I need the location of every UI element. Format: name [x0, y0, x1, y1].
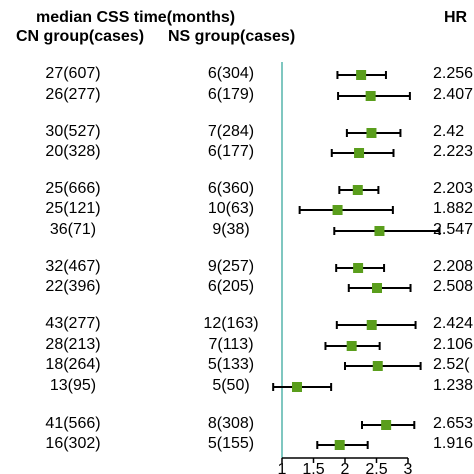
ns-cases-cell: 9(38): [212, 221, 250, 238]
hr-marker: [372, 283, 383, 293]
cn-cases-cell: 28(213): [45, 336, 101, 353]
cn-cases-cell: 16(302): [45, 435, 101, 452]
hr-value-cell: 1.916: [433, 435, 474, 452]
hr-value-cell: 2.106: [433, 336, 474, 353]
ns-cases-cell: 6(205): [207, 278, 255, 295]
hr-value-cell: 2.203: [433, 180, 474, 197]
hr-value-cell: 2.547: [433, 221, 474, 238]
cn-cases-cell: 25(121): [45, 200, 101, 217]
hr-value-cell: 2.223: [433, 143, 474, 160]
hr-marker: [366, 128, 377, 138]
hr-title: HR: [444, 9, 468, 26]
ns-cases-cell: 7(113): [208, 336, 254, 353]
ns-cases-cell: 9(257): [207, 258, 255, 275]
ns-cases-cell: 8(308): [207, 415, 255, 432]
ns-cases-cell: 6(304): [207, 65, 255, 82]
hr-value-cell: 2.508: [433, 278, 474, 295]
ns-cases-cell: 6(360): [207, 180, 255, 197]
cn-cases-cell: 41(566): [45, 415, 101, 432]
cn-cases-cell: 30(527): [45, 123, 101, 140]
hr-marker: [352, 185, 363, 195]
x-tick-label: 2.5: [365, 461, 387, 474]
cn-cases-cell: 22(396): [45, 278, 101, 295]
hr-marker: [291, 382, 302, 392]
ns-cases-cell: 6(177): [207, 143, 255, 160]
x-tick-label: 1: [278, 461, 287, 474]
cn-cases-cell: 20(328): [45, 143, 101, 160]
ns-cases-cell: 6(179): [207, 86, 255, 103]
cn-group-title: CN group(cases): [16, 28, 145, 45]
ns-group-title: NS group(cases): [168, 28, 296, 45]
cn-cases-cell: 43(277): [45, 315, 101, 332]
hr-value-cell: 2.424: [433, 315, 474, 332]
ns-cases-cell: 5(133): [207, 356, 255, 373]
cn-cases-cell: 27(607): [45, 65, 101, 82]
median-css-title: median CSS time(months): [36, 9, 236, 26]
hr-marker: [366, 320, 377, 330]
hr-value-cell: 2.256: [433, 65, 474, 82]
hr-value-cell: 2.52(: [433, 356, 470, 373]
ns-cases-cell: 7(284): [207, 123, 255, 140]
cn-cases-cell: 25(666): [45, 180, 101, 197]
hr-value-cell: 2.653: [433, 415, 474, 432]
hr-marker: [353, 263, 364, 273]
hr-marker: [332, 205, 343, 215]
hr-value-cell: 1.882: [433, 200, 474, 217]
cn-cases-cell: 13(95): [49, 377, 97, 394]
cn-cases-cell: 18(264): [45, 356, 101, 373]
x-tick-label: 2: [341, 461, 350, 474]
hr-marker: [374, 226, 385, 236]
hr-value-cell: 2.407: [433, 86, 474, 103]
hr-value-cell: 2.208: [433, 258, 474, 275]
hr-marker: [346, 341, 357, 351]
ns-cases-cell: 12(163): [203, 315, 259, 332]
hr-value-cell: 2.42: [433, 123, 465, 140]
hr-marker: [334, 440, 345, 450]
ns-cases-cell: 5(155): [207, 435, 255, 452]
hr-marker: [372, 361, 383, 371]
x-tick-label: 1.5: [302, 461, 324, 474]
cn-cases-cell: 36(71): [49, 221, 97, 238]
cn-cases-cell: 26(277): [45, 86, 101, 103]
hr-marker: [354, 148, 365, 158]
ns-cases-cell: 5(50): [212, 377, 250, 394]
cn-cases-cell: 32(467): [45, 258, 101, 275]
hr-marker: [356, 70, 367, 80]
hr-marker: [365, 91, 376, 101]
ns-cases-cell: 10(63): [207, 200, 255, 217]
hr-value-cell: 1.238: [433, 377, 474, 394]
x-tick-label: 3: [404, 461, 413, 474]
hr-marker: [381, 420, 392, 430]
